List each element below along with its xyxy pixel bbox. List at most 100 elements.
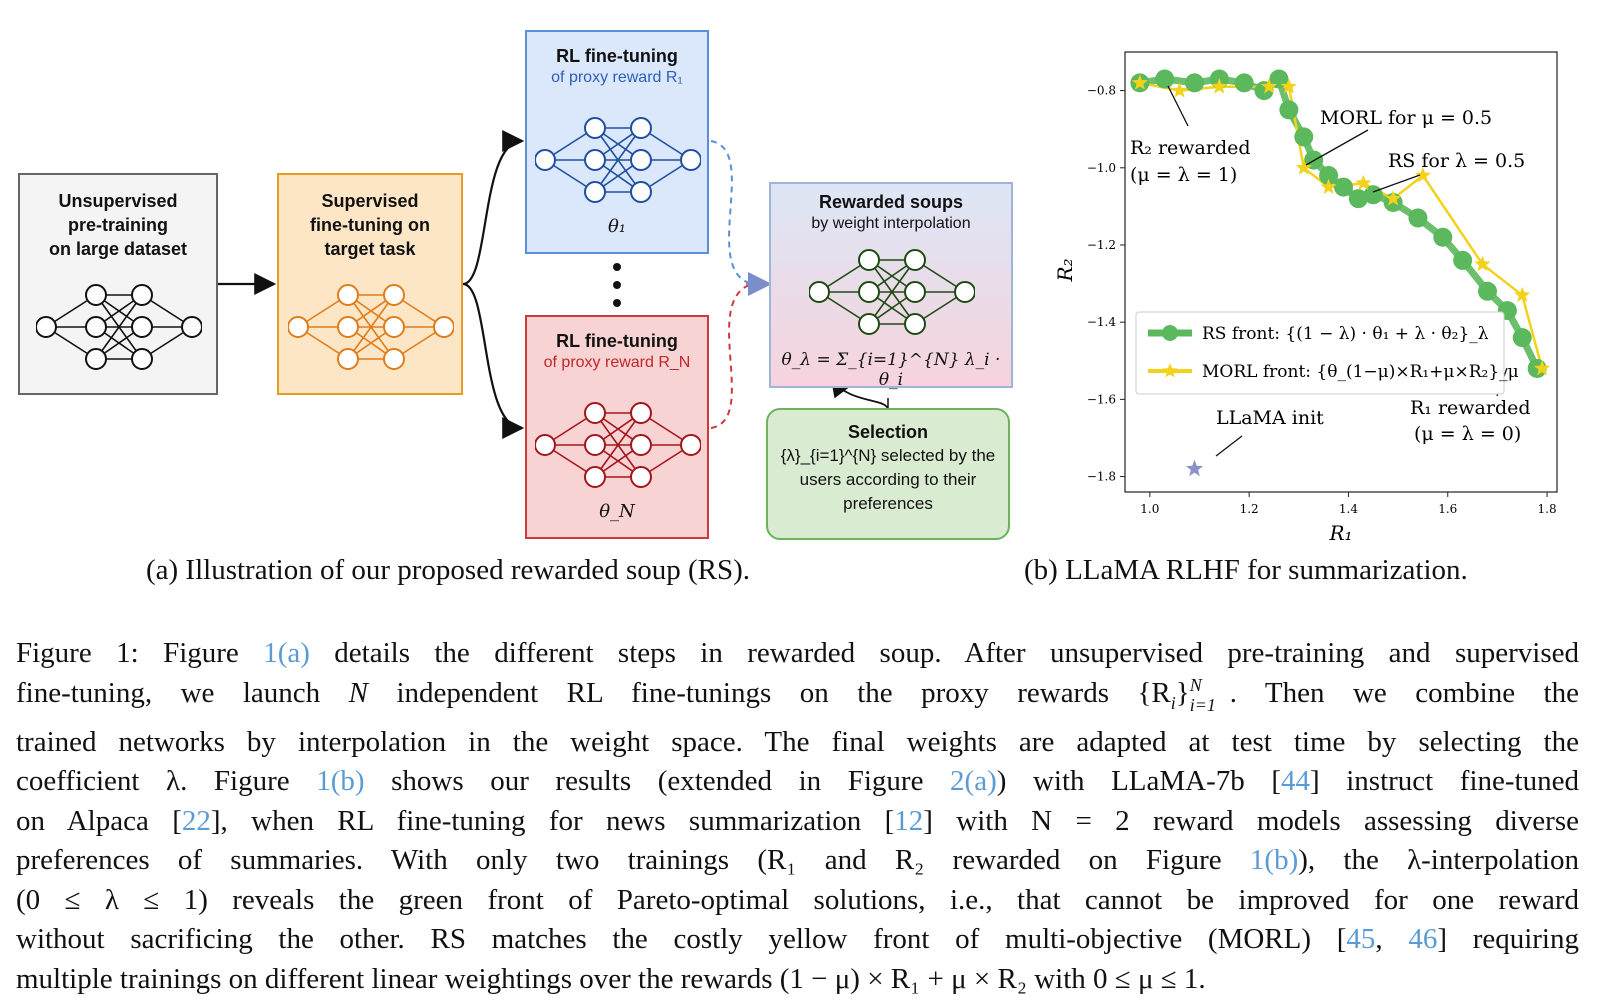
x-tick-label: 1.2 [1240, 502, 1259, 516]
caption-line: on Alpaca [22], when RL fine-tuning for … [16, 804, 1579, 837]
pareto-chart: 1.0 1.2 1.4 1.6 1.8 −0.8 −1.0 −1.2 −1.4 −1.6 −1.8… [1053, 51, 1558, 545]
figure-ref-link[interactable]: 2(a) [950, 765, 997, 798]
caption-line: coefficient λ. Figure 1(b) shows our res… [16, 765, 1579, 798]
soup-title: Rewarded soups [818, 192, 964, 212]
annotation-r2-rewarded: R₂ rewarded [1130, 137, 1251, 159]
theta-n-label: θ_N [599, 501, 635, 522]
rs-point [1433, 227, 1453, 247]
y-tick-label: −1.6 [1087, 392, 1116, 406]
annotation-arrow [1372, 174, 1421, 193]
citation-link[interactable]: 46 [1408, 923, 1438, 956]
annotation-arrow [1167, 85, 1189, 127]
pretraining-line: Unsupervised [58, 191, 178, 211]
caption-line: Figure 1: Figure 1(a) details the differ… [16, 637, 1579, 669]
sft-box: Supervised fine-tuning on target task [277, 173, 463, 395]
nn-node [858, 249, 880, 271]
nn-node [858, 281, 880, 303]
nn-node [630, 402, 652, 424]
caption-line: trained networks by interpolation in the… [16, 725, 1579, 758]
rln-subtitle: of proxy reward R_N [543, 354, 691, 371]
nn-node [535, 149, 556, 171]
rs-point [1477, 281, 1497, 301]
nn-node [584, 466, 606, 488]
nn-node [954, 281, 975, 303]
annotation-r1-mu: (μ = λ = 0) [1414, 423, 1521, 445]
citation-link[interactable]: 22 [181, 804, 211, 837]
citation-link[interactable]: 12 [894, 804, 924, 837]
rs-point [1408, 208, 1428, 228]
nn-node [383, 316, 405, 338]
rln-title: RL fine-tuning [556, 331, 678, 351]
ellipsis-dot [613, 281, 621, 289]
nn-node [337, 316, 359, 338]
morl-point [1131, 74, 1148, 90]
caption-b: (b) LLaMA RLHF for summarization. [1024, 554, 1468, 586]
pretraining-line: pre-training [67, 215, 168, 235]
nn-node [433, 316, 454, 338]
nn-edge [95, 294, 143, 360]
nn-node [630, 117, 652, 139]
nn-edge [347, 294, 395, 360]
selection-line: {λ}_{i=1}^{N} selected by the [780, 446, 996, 465]
neural-network-icon [36, 284, 202, 370]
figure-ref-link[interactable]: 1(b) [316, 765, 365, 798]
nn-node [383, 284, 405, 306]
arrow-rl1-to-soup [710, 140, 753, 285]
chart-frame [1124, 51, 1558, 493]
morl-point [1171, 82, 1188, 98]
nn-node [337, 348, 359, 370]
ellipsis-dot [613, 263, 621, 271]
pretraining-box: Unsupervised pre-training on large datas… [18, 173, 218, 395]
theta-1-label: θ₁ [607, 216, 627, 237]
rs-point [1155, 69, 1175, 89]
nn-node [904, 281, 926, 303]
nn-node [131, 316, 153, 338]
caption-line: preferences of summaries. With only two … [16, 844, 1579, 877]
nn-edge [594, 127, 642, 193]
caption-line: fine-tuning, we launch N independent RL … [16, 674, 1579, 715]
rl-finetuning-box-n: RL fine-tuning of proxy reward R_N θ_N [525, 315, 709, 539]
caption-a: (a) Illustration of our proposed rewarde… [146, 554, 751, 586]
annotation-arrow [1215, 435, 1243, 457]
ellipsis-dot [613, 299, 621, 307]
sft-line: Supervised [321, 191, 419, 211]
nn-node [36, 316, 57, 338]
figure-caption: Figure 1: Figure 1(a) details the differ… [16, 634, 1579, 999]
nn-node [858, 313, 880, 335]
nn-node [904, 249, 926, 271]
nn-node [630, 181, 652, 203]
nn-node [288, 316, 309, 338]
citation-link[interactable]: 45 [1346, 923, 1376, 956]
nn-node [680, 434, 701, 456]
nn-node [85, 284, 107, 306]
nn-node [131, 284, 153, 306]
rl1-subtitle: of proxy reward R₁ [551, 69, 683, 86]
nn-node [383, 348, 405, 370]
morl-point [1320, 178, 1337, 194]
nn-node [85, 348, 107, 370]
legend-box [1135, 311, 1505, 395]
nn-node [85, 316, 107, 338]
x-tick-label: 1.0 [1140, 502, 1159, 516]
neural-network-icon [809, 249, 975, 335]
y-tick-label: −1.2 [1087, 238, 1116, 252]
legend-rs-label: RS front: {(1 − λ) · θ₁ + λ · θ₂}_λ [1202, 324, 1489, 344]
figure-ref-link[interactable]: 1(a) [263, 637, 310, 669]
nn-node [584, 402, 606, 424]
citation-link[interactable]: 44 [1281, 765, 1311, 798]
nn-node [584, 149, 606, 171]
rs-point [1512, 328, 1532, 348]
rs-point [1269, 69, 1289, 89]
nn-node [809, 281, 830, 303]
y-tick-label: −0.8 [1087, 84, 1116, 98]
morl-point [1355, 174, 1372, 191]
soup-formula: θ_λ = Σ_{i=1}^{N} λ_i · θ_i [781, 350, 1001, 390]
annotation-r2-mu: (μ = λ = 1) [1130, 164, 1237, 186]
nn-node [337, 284, 359, 306]
nn-node [181, 316, 202, 338]
nn-node [584, 434, 606, 456]
figure-ref-link[interactable]: 1(b) [1249, 844, 1299, 877]
arrow-sft-to-rln [462, 282, 525, 439]
y-axis-label: R₂ [1053, 258, 1077, 282]
rs-point [1234, 73, 1254, 93]
